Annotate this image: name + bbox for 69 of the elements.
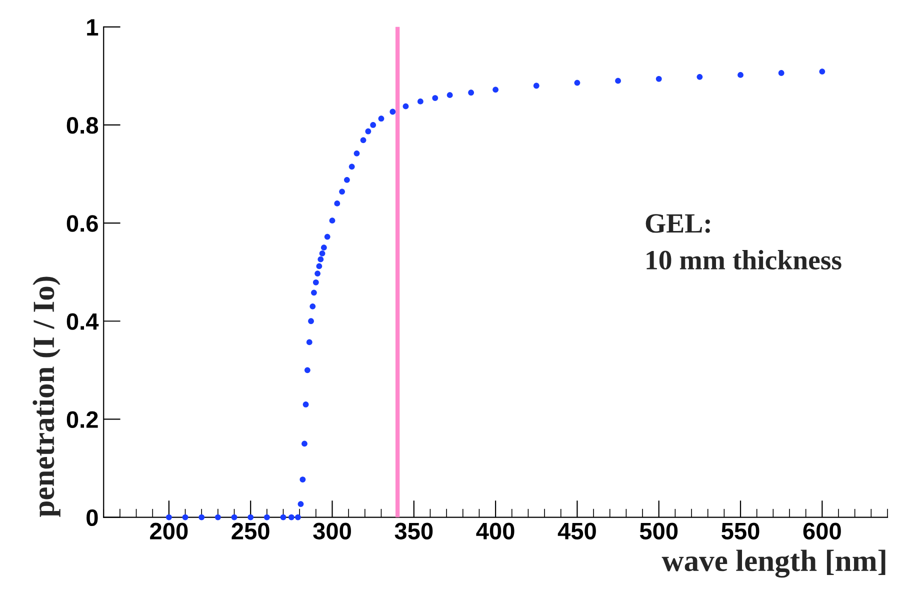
- point: [324, 234, 330, 240]
- point: [308, 318, 314, 324]
- point: [446, 92, 453, 98]
- point: [348, 164, 355, 170]
- x-tick-label: 350: [394, 522, 433, 540]
- point: [280, 514, 286, 520]
- point: [302, 440, 308, 447]
- point: [402, 103, 409, 110]
- point: [320, 244, 327, 251]
- point: [492, 86, 498, 93]
- point: [574, 80, 580, 86]
- point: [329, 218, 336, 224]
- y-tick-label: 1: [87, 19, 98, 36]
- x-axis-title: wave length [nm]: [662, 550, 886, 578]
- point: [432, 95, 438, 101]
- point: [288, 514, 294, 520]
- point: [339, 188, 345, 195]
- point: [300, 476, 306, 482]
- y-axis-title: penetration (I / Io): [32, 276, 60, 517]
- point: [314, 270, 320, 277]
- x-tick-label: 450: [558, 522, 596, 540]
- point: [696, 74, 703, 80]
- y-tick-label: 0.4: [66, 313, 99, 330]
- point: [214, 514, 221, 520]
- point: [198, 514, 205, 520]
- point: [778, 70, 784, 76]
- point: [295, 514, 301, 520]
- point: [264, 514, 270, 520]
- point: [819, 68, 826, 74]
- point: [738, 72, 744, 78]
- y-tick-label: 0: [86, 509, 98, 526]
- point: [312, 279, 319, 286]
- y-tick-label: 0.8: [66, 117, 98, 134]
- x-tick-label: 500: [640, 522, 678, 540]
- x-tick-label: 400: [476, 522, 514, 540]
- x-tick-label: 600: [803, 522, 841, 540]
- annotation: GEL: 10 mm thickness: [646, 214, 842, 270]
- x-tick-label: 550: [722, 522, 760, 540]
- point: [370, 122, 376, 128]
- point: [231, 514, 238, 520]
- point: [378, 116, 384, 122]
- x-tick-label: 250: [232, 522, 270, 540]
- point: [354, 150, 360, 156]
- point: [468, 90, 474, 96]
- point: [182, 514, 188, 520]
- point: [311, 290, 317, 296]
- point: [390, 108, 396, 115]
- point: [316, 263, 322, 270]
- x-tick-label: 200: [150, 522, 188, 540]
- point: [334, 200, 340, 206]
- y-tick-label: 0.2: [66, 411, 98, 428]
- point: [615, 78, 621, 84]
- point: [248, 514, 254, 520]
- point: [344, 176, 350, 183]
- point: [656, 76, 662, 82]
- point: [306, 339, 312, 346]
- point: [304, 367, 310, 374]
- point: [360, 137, 366, 144]
- point: [533, 82, 540, 89]
- point: [319, 250, 326, 256]
- x-tick-label: 300: [313, 522, 351, 540]
- point: [166, 514, 172, 520]
- point: [302, 402, 309, 408]
- y-tick-label: 0.6: [66, 215, 98, 232]
- point: [310, 303, 316, 310]
- point: [298, 501, 304, 507]
- point: [417, 98, 424, 104]
- point: [365, 128, 372, 134]
- point: [318, 256, 324, 262]
